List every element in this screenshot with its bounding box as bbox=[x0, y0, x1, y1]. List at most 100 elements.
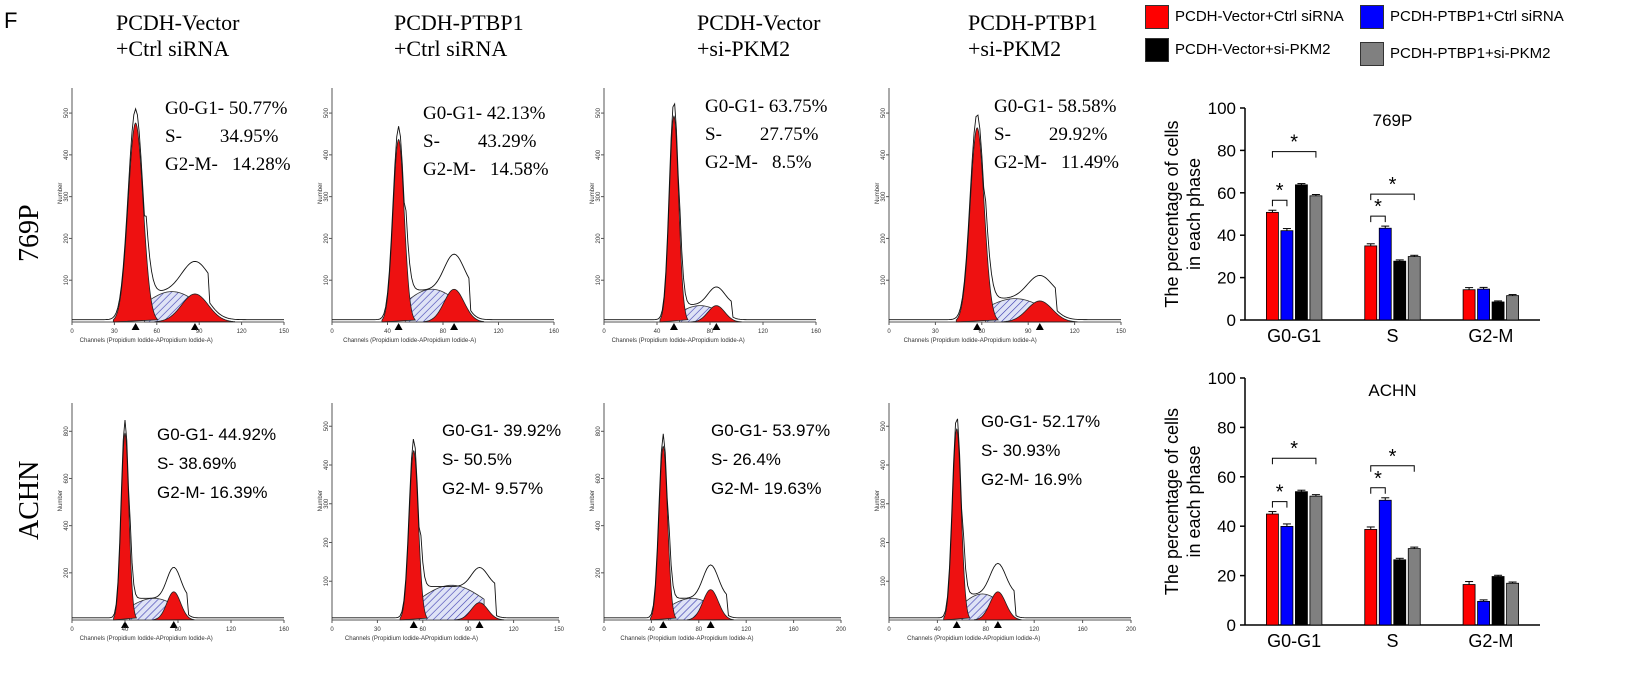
x-tick-label: 120 bbox=[509, 627, 520, 633]
x-tick-label: 120 bbox=[237, 329, 248, 335]
x-tick-label: 200 bbox=[1126, 627, 1137, 633]
x-tick-label: 40 bbox=[934, 627, 941, 633]
histogram-svg: 0 40 80 120 160 200 100 200 300 400 500 Channels (P… bbox=[875, 403, 1137, 642]
x-tick-label: 60 bbox=[153, 329, 160, 335]
y-tick-label: 400 bbox=[324, 149, 330, 160]
bar bbox=[1295, 184, 1308, 321]
x-tick-label: 120 bbox=[226, 627, 237, 633]
histogram-achn-vector-sipkm2: 0 40 80 120 160 200 200 400 600 800 Channels (Prop… bbox=[590, 395, 855, 650]
category-label: G2-M bbox=[1468, 326, 1513, 346]
bar-chart-769p: 0 20 40 60 80 100 The percentage of cells in ea… bbox=[1150, 90, 1550, 355]
g2m-peak bbox=[687, 589, 734, 621]
g0g1-peak bbox=[955, 127, 999, 323]
x-tick-label: 30 bbox=[932, 329, 939, 335]
y-tick-label: 400 bbox=[881, 149, 887, 160]
y-tick-label: 200 bbox=[881, 537, 887, 548]
peak-marker bbox=[131, 323, 140, 330]
column-title-3: PCDH-Vector +si-PKM2 bbox=[697, 10, 820, 62]
y-tick-label: 400 bbox=[64, 149, 70, 160]
significance-bracket bbox=[1271, 151, 1317, 158]
y-tick-label: 300 bbox=[596, 191, 602, 202]
x-tick-label: 120 bbox=[741, 627, 752, 633]
x-axis-label: Channels (Propidium Iodide-APropidium Io… bbox=[80, 338, 213, 344]
x-axis-label: Channels (Propidium Iodide-APropidium Io… bbox=[904, 338, 1037, 344]
x-tick-label: 60 bbox=[419, 627, 426, 633]
x-axis-label: Channels (Propidium Iodide-APropidium Io… bbox=[80, 636, 213, 642]
peak-marker bbox=[669, 323, 678, 330]
histogram-achn-ptbp1-sipkm2: 0 40 80 120 160 200 100 200 300 400 500 Channels (P… bbox=[875, 395, 1145, 650]
stat-g0g1: G0-G1- 52.17% bbox=[981, 412, 1101, 431]
g0g1-peak bbox=[112, 122, 159, 323]
histogram-769p-vector-sipkm2: 0 40 80 120 160 100 200 300 400 500 Channels (Prop… bbox=[590, 80, 830, 352]
y-tick-label: 600 bbox=[596, 473, 602, 484]
y-tick-label: 20 bbox=[1217, 269, 1236, 288]
x-tick-label: 80 bbox=[707, 329, 714, 335]
y-tick-label: 300 bbox=[881, 191, 887, 202]
bar bbox=[1378, 227, 1392, 321]
y-tick-label: 100 bbox=[64, 275, 70, 286]
bar bbox=[1407, 256, 1421, 321]
stats-achn-ptbp1-ctrl: G0-G1- 39.92% S- 50.5% G2-M- 9.57% bbox=[442, 416, 561, 503]
bar bbox=[1462, 584, 1476, 626]
y-axis-label-line: The percentage of cells bbox=[1162, 408, 1182, 595]
y-tick-label: 400 bbox=[596, 149, 602, 160]
column-title-line: +si-PKM2 bbox=[697, 36, 791, 61]
x-axis-label: Channels (Propidium Iodide-APropidium Io… bbox=[620, 636, 753, 642]
peak-marker bbox=[952, 621, 961, 628]
y-axis-label: Number bbox=[590, 490, 596, 511]
stat-g2m: G2-M- 9.57% bbox=[442, 479, 544, 498]
bar bbox=[1266, 513, 1279, 626]
y-axis-label: Number bbox=[875, 183, 881, 204]
peak-marker bbox=[475, 621, 484, 628]
y-axis-label: Number bbox=[875, 490, 881, 511]
stats-achn-vector-sipkm2: G0-G1- 53.97% S- 26.4% G2-M- 19.63% bbox=[711, 416, 830, 503]
histogram-svg: 0 30 60 90 120 150 100 200 300 400 500 Channels (Pr… bbox=[58, 88, 290, 344]
x-tick-label: 40 bbox=[654, 329, 661, 335]
x-tick-label: 60 bbox=[978, 329, 985, 335]
y-tick-label: 80 bbox=[1217, 418, 1236, 437]
x-tick-label: 160 bbox=[789, 627, 800, 633]
legend-label: PCDH-PTBP1+si-PKM2 bbox=[1390, 44, 1551, 62]
histogram-achn-ptbp1-ctrl: 0 30 60 90 120 150 100 200 300 400 500 Channels (Pr… bbox=[318, 395, 573, 650]
peak-marker bbox=[706, 621, 715, 628]
stats-769p-vector-sipkm2: G0-G1- 63.75% S- 27.75% G2-M- 8.5% bbox=[705, 93, 827, 177]
significance-star: * bbox=[1374, 468, 1382, 490]
histogram-svg: 0 40 80 120 160 200 200 400 600 800 Channels (Prop… bbox=[590, 403, 847, 642]
x-tick-label: 150 bbox=[1116, 329, 1127, 335]
significance-bracket bbox=[1370, 465, 1415, 472]
x-tick-label: 40 bbox=[384, 329, 391, 335]
g2m-peak bbox=[1001, 300, 1078, 323]
g2m-peak bbox=[454, 602, 505, 621]
data-envelope bbox=[889, 418, 1131, 619]
peak-marker bbox=[190, 323, 199, 330]
significance-bracket bbox=[1271, 457, 1317, 465]
y-axis-label: The percentage of cells in each phase bbox=[1162, 120, 1204, 307]
stat-s: S- 26.4% bbox=[711, 450, 781, 469]
y-tick-label: 800 bbox=[64, 426, 70, 437]
y-tick-label: 20 bbox=[1217, 567, 1236, 586]
histogram-769p-vector-ctrl: 0 30 60 90 120 150 100 200 300 400 500 Channels (Pr… bbox=[58, 80, 298, 352]
category-label: G2-M bbox=[1468, 631, 1513, 651]
legend-label: PCDH-PTBP1+Ctrl siRNA bbox=[1390, 7, 1564, 25]
y-tick-label: 200 bbox=[596, 567, 602, 578]
y-tick-label: 300 bbox=[324, 191, 330, 202]
x-tick-label: 0 bbox=[330, 627, 334, 633]
y-axis-label: Number bbox=[318, 183, 324, 204]
y-tick-label: 60 bbox=[1217, 184, 1236, 203]
bar bbox=[1364, 529, 1378, 626]
y-tick-label: 400 bbox=[881, 459, 887, 470]
legend-swatch bbox=[1360, 5, 1384, 29]
stat-s: S- 34.95% bbox=[165, 126, 279, 147]
significance-bracket bbox=[1370, 487, 1386, 494]
g2m-peak bbox=[690, 305, 742, 323]
stat-s: S- 38.69% bbox=[157, 454, 237, 473]
stat-g0g1: G0-G1- 63.75% bbox=[705, 96, 828, 117]
data-envelope bbox=[332, 438, 559, 619]
legend-item-ptbp1-sipkm2: PCDH-PTBP1+si-PKM2 bbox=[1360, 42, 1550, 66]
x-tick-label: 40 bbox=[648, 627, 655, 633]
x-tick-label: 0 bbox=[887, 627, 891, 633]
x-tick-label: 160 bbox=[279, 627, 290, 633]
bar bbox=[1280, 525, 1294, 626]
legend-swatch bbox=[1145, 38, 1169, 62]
